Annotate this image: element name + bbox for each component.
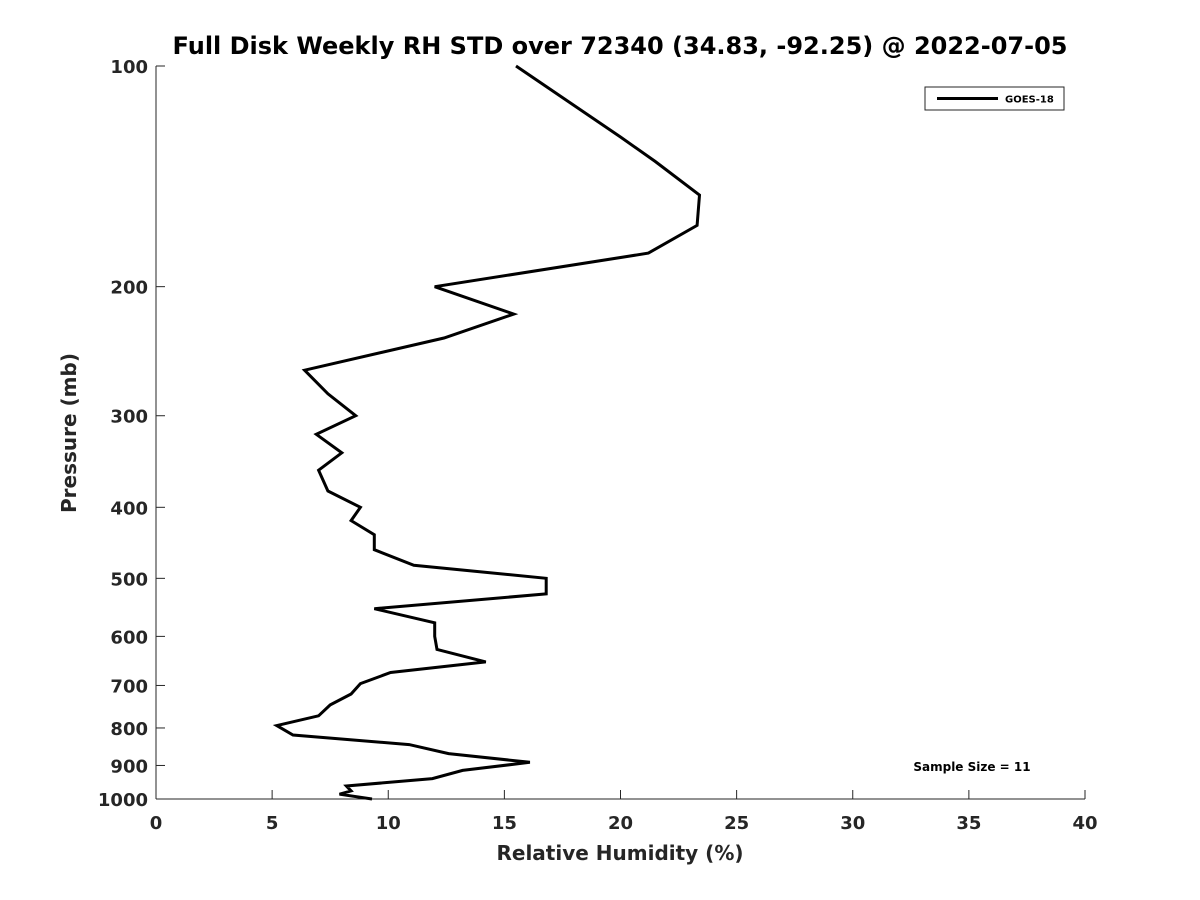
y-tick-label: 900	[110, 756, 148, 777]
chart-title: Full Disk Weekly RH STD over 72340 (34.8…	[173, 32, 1068, 60]
y-tick-label: 1000	[98, 790, 148, 811]
x-tick-label: 40	[1072, 813, 1097, 834]
x-ticks: 0 5 10 15 20 25 30 35 40	[150, 790, 1098, 834]
y-tick-label: 300	[110, 407, 148, 428]
x-tick-label: 15	[492, 813, 517, 834]
x-axis-label: Relative Humidity (%)	[496, 841, 743, 865]
x-tick-label: 0	[150, 813, 163, 834]
y-tick-label: 400	[110, 498, 148, 519]
sample-size-annotation: Sample Size = 11	[913, 760, 1030, 774]
y-tick-label: 800	[110, 719, 148, 740]
legend: GOES-18	[924, 86, 1065, 111]
x-tick-label: 5	[266, 813, 279, 834]
y-tick-label: 200	[110, 278, 148, 299]
y-ticks: 100 200 300 400 500 600 700 800 900 1000	[98, 57, 165, 811]
x-tick-label: 30	[840, 813, 865, 834]
y-tick-label: 500	[110, 569, 148, 590]
y-tick-label: 700	[110, 676, 148, 697]
x-tick-label: 10	[376, 813, 401, 834]
x-tick-label: 25	[724, 813, 749, 834]
series-line-goes-18	[272, 64, 702, 801]
x-tick-label: 35	[956, 813, 981, 834]
y-axis-label: Pressure (mb)	[57, 353, 81, 513]
legend-label: GOES-18	[1005, 95, 1054, 106]
y-tick-label: 600	[110, 627, 148, 648]
axes	[155, 66, 1085, 800]
x-tick-label: 20	[608, 813, 633, 834]
y-tick-label: 100	[110, 57, 148, 78]
